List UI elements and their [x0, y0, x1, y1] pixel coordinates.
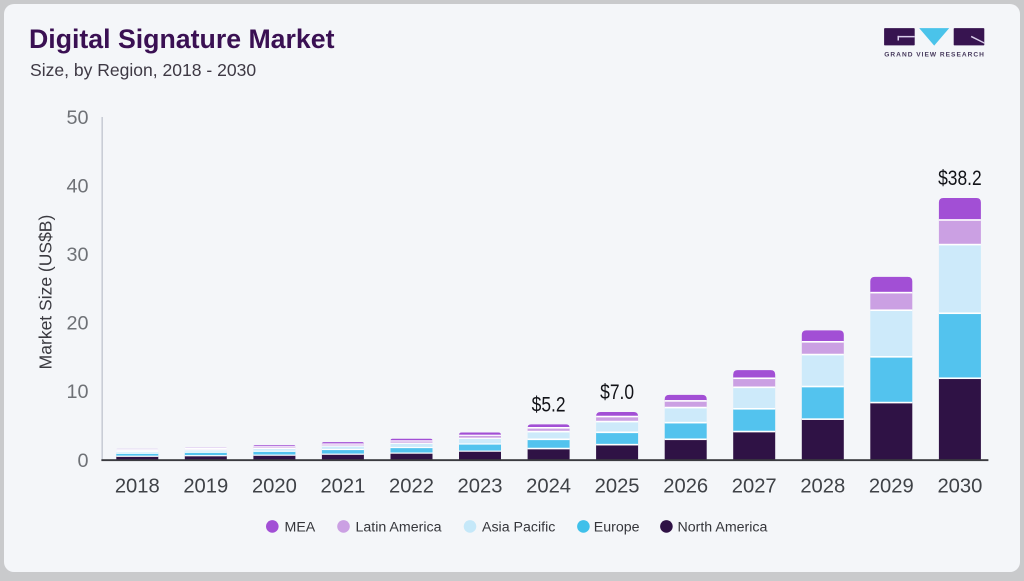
svg-text:2029: 2029 — [869, 476, 914, 498]
svg-text:Latin America: Latin America — [356, 519, 442, 535]
svg-text:40: 40 — [66, 175, 88, 197]
svg-text:2020: 2020 — [252, 476, 297, 498]
svg-text:2023: 2023 — [458, 476, 503, 498]
svg-text:2026: 2026 — [663, 476, 708, 498]
svg-text:30: 30 — [66, 244, 88, 266]
svg-text:GRAND VIEW RESEARCH: GRAND VIEW RESEARCH — [884, 52, 985, 59]
svg-text:Asia Pacific: Asia Pacific — [482, 519, 555, 535]
svg-text:2030: 2030 — [937, 476, 982, 498]
svg-text:50: 50 — [66, 107, 88, 129]
svg-text:2018: 2018 — [115, 476, 160, 498]
svg-text:2021: 2021 — [320, 476, 365, 498]
svg-text:20: 20 — [66, 313, 88, 335]
svg-text:MEA: MEA — [285, 519, 316, 535]
svg-text:Europe: Europe — [594, 519, 640, 535]
svg-text:10: 10 — [66, 381, 88, 403]
svg-text:North America: North America — [678, 519, 768, 535]
svg-text:$7.0: $7.0 — [600, 382, 634, 405]
svg-text:2027: 2027 — [732, 476, 777, 498]
svg-text:2022: 2022 — [389, 476, 434, 498]
svg-text:0: 0 — [77, 450, 88, 472]
svg-text:2028: 2028 — [800, 476, 845, 498]
svg-text:2025: 2025 — [595, 476, 640, 498]
svg-text:Market Size (US$B): Market Size (US$B) — [36, 215, 56, 370]
svg-text:$38.2: $38.2 — [938, 167, 982, 190]
svg-text:2024: 2024 — [526, 476, 571, 498]
svg-text:$5.2: $5.2 — [532, 394, 566, 417]
svg-text:2019: 2019 — [183, 476, 228, 498]
